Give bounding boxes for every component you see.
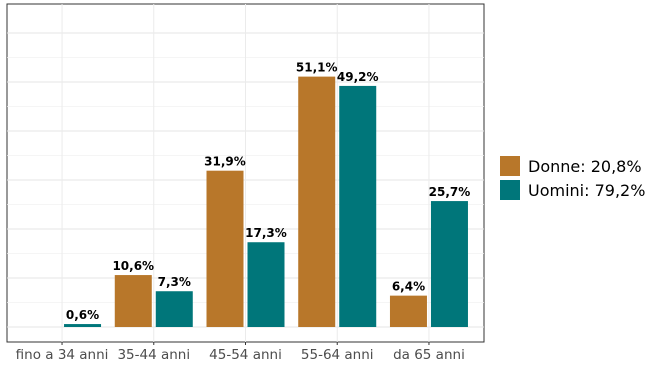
data-label: 7,3%	[158, 275, 191, 289]
bar	[247, 242, 285, 327]
data-label: 25,7%	[429, 185, 471, 199]
legend-item-uomini: Uomini: 79,2%	[500, 178, 645, 202]
x-tick-label: 55-64 anni	[301, 347, 374, 363]
legend-label-donne: Donne: 20,8%	[528, 156, 642, 176]
data-label: 51,1%	[296, 61, 338, 75]
x-tick-label: 45-54 anni	[209, 347, 282, 363]
bar	[339, 85, 377, 327]
data-label: 31,9%	[204, 155, 246, 169]
data-label: 17,3%	[245, 226, 287, 240]
x-tick-label: fino a 34 anni	[16, 347, 109, 363]
data-label: 0,6%	[66, 308, 99, 322]
data-label: 10,6%	[112, 259, 154, 273]
data-label: 49,2%	[337, 70, 379, 84]
data-label: 6,4%	[392, 280, 425, 294]
legend-label-uomini: Uomini: 79,2%	[528, 180, 646, 200]
legend: Donne: 20,8% Uomini: 79,2%	[500, 154, 645, 202]
legend-swatch-uomini	[500, 180, 520, 200]
bar	[430, 201, 468, 327]
legend-item-donne: Donne: 20,8%	[500, 154, 645, 178]
bar	[64, 324, 102, 327]
bar	[114, 275, 152, 327]
bar	[155, 291, 193, 327]
bar	[389, 295, 427, 327]
legend-swatch-donne	[500, 156, 520, 176]
bar	[298, 76, 336, 327]
x-tick-label: 35-44 anni	[117, 347, 190, 363]
bar	[206, 170, 244, 327]
x-tick-label: da 65 anni	[393, 347, 465, 363]
